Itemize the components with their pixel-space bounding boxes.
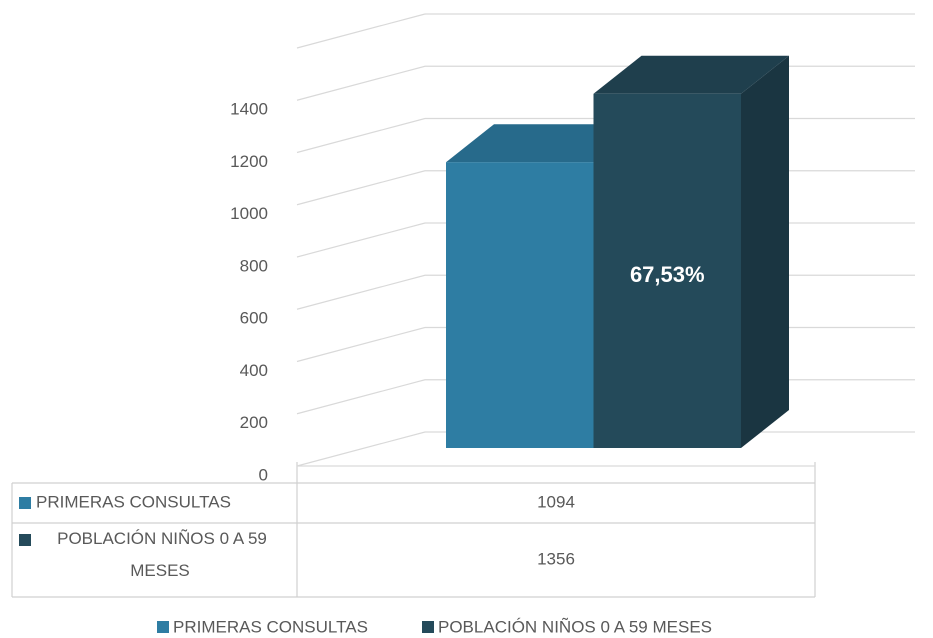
bar-top xyxy=(446,124,642,163)
table-row-label: POBLACIÓN NIÑOS 0 A 59 MESES xyxy=(57,529,267,580)
wall-edge xyxy=(296,13,426,49)
bar xyxy=(593,93,741,449)
table-row-label: PRIMERAS CONSULTAS xyxy=(36,492,231,511)
legend-label: PRIMERAS CONSULTAS xyxy=(173,617,368,636)
y-tick-label: 1400 xyxy=(230,100,268,119)
y-tick-label: 800 xyxy=(240,256,268,275)
y-tick-label: 0 xyxy=(259,465,268,484)
legend-key xyxy=(422,621,434,633)
y-tick-label: 600 xyxy=(240,309,268,328)
y-tick-label: 1000 xyxy=(230,204,268,223)
bar-side xyxy=(741,55,789,449)
y-tick-label: 400 xyxy=(240,361,268,380)
legend-label: POBLACIÓN NIÑOS 0 A 59 MESES xyxy=(438,617,712,636)
bar xyxy=(446,162,594,448)
table-legend-key xyxy=(19,534,31,546)
y-tick-label: 200 xyxy=(240,413,268,432)
y-tick-label: 1200 xyxy=(230,152,268,171)
table-legend-key xyxy=(19,497,31,509)
table-value: 1094 xyxy=(537,492,575,511)
table-value: 1356 xyxy=(537,549,575,568)
annotation: 67,53% xyxy=(630,262,705,287)
legend-key xyxy=(157,621,169,633)
bar-top xyxy=(593,55,789,94)
